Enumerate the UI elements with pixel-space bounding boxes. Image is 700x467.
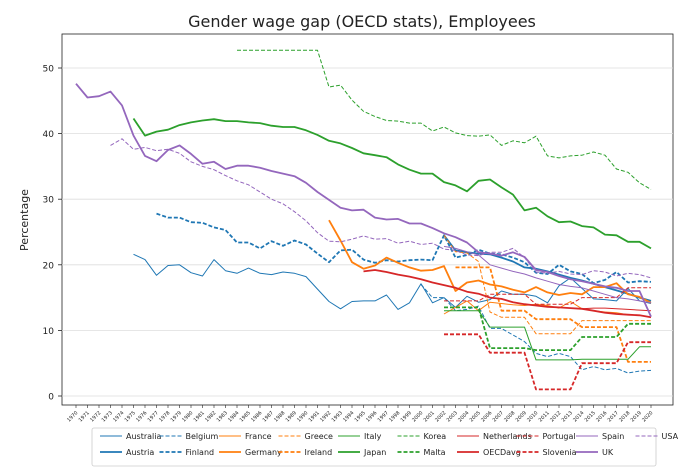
x-tick-label: 1990 bbox=[296, 410, 309, 423]
x-tick-label: 1982 bbox=[204, 410, 217, 423]
legend-label-oecdavg: OECDavg bbox=[483, 448, 521, 457]
legend-label-usa: USA bbox=[662, 432, 679, 441]
y-tick-label: 50 bbox=[43, 65, 55, 75]
series-line-portugal bbox=[444, 287, 651, 305]
series-line-malta bbox=[444, 306, 651, 352]
legend-label-greece: Greece bbox=[305, 432, 334, 441]
legend-label-slovenia: Slovenia bbox=[543, 448, 577, 457]
x-tick-label: 1980 bbox=[181, 410, 194, 423]
series-line-germany bbox=[328, 219, 652, 304]
x-tick-label: 2005 bbox=[469, 410, 482, 423]
x-tick-label: 1981 bbox=[193, 410, 206, 423]
x-tick-label: 1998 bbox=[388, 410, 401, 423]
y-tick-label: 0 bbox=[48, 393, 54, 403]
legend-label-finland: Finland bbox=[186, 448, 215, 457]
legend-label-spain: Spain bbox=[602, 432, 624, 441]
legend-label-austria: Austria bbox=[126, 448, 154, 457]
x-tick-label: 1996 bbox=[365, 410, 378, 423]
x-tick-label: 2010 bbox=[526, 410, 539, 423]
x-tick-label: 1984 bbox=[227, 410, 240, 423]
legend: Australia Austria Belgium Finland France Germ… bbox=[91, 427, 679, 467]
legend-label-italy: Italy bbox=[364, 432, 382, 441]
x-tick-label: 1974 bbox=[112, 410, 125, 423]
chart-title: Gender wage gap (OECD stats), Employees bbox=[188, 12, 536, 31]
series-line-greece bbox=[443, 235, 651, 335]
x-tick-label: 2018 bbox=[618, 410, 631, 423]
x-tick-label: 2002 bbox=[434, 410, 447, 423]
x-tick-label: 1993 bbox=[331, 410, 344, 423]
x-tick-label: 1997 bbox=[377, 410, 390, 423]
x-tick-label: 2009 bbox=[515, 410, 528, 423]
y-tick-label: 20 bbox=[43, 261, 55, 271]
x-tick-label: 1994 bbox=[342, 410, 355, 423]
x-tick-label: 1991 bbox=[308, 410, 321, 423]
series-line-korea bbox=[237, 49, 652, 190]
series-line-australia bbox=[133, 253, 652, 310]
series-line-finland bbox=[156, 212, 652, 285]
legend-label-germany: Germany bbox=[245, 448, 282, 457]
legend-label-france: France bbox=[245, 432, 272, 441]
legend-label-ireland: Ireland bbox=[305, 448, 333, 457]
legend-label-australia: Australia bbox=[126, 432, 161, 441]
y-tick-label: 10 bbox=[43, 327, 55, 337]
y-axis-label: Percentage bbox=[18, 189, 31, 251]
x-tick-label: 1977 bbox=[147, 410, 160, 423]
series-line-uk bbox=[75, 83, 652, 317]
x-tick-label: 1976 bbox=[135, 410, 148, 423]
x-tick-label: 2008 bbox=[503, 410, 516, 423]
y-tick-label: 40 bbox=[43, 130, 55, 140]
x-tick-label: 1999 bbox=[400, 410, 413, 423]
x-tick-label: 2015 bbox=[584, 410, 597, 423]
x-tick-label: 1986 bbox=[250, 410, 263, 423]
x-tick-label: 1973 bbox=[101, 410, 114, 423]
x-tick-label: 1987 bbox=[262, 410, 275, 423]
series-line-japan bbox=[132, 117, 652, 250]
x-tick-label: 1970 bbox=[66, 410, 79, 423]
legend-label-uk: UK bbox=[602, 448, 614, 457]
series-line-spain bbox=[443, 245, 652, 304]
x-tick-label: 1988 bbox=[273, 410, 286, 423]
x-tick-label: 2019 bbox=[630, 410, 643, 423]
legend-label-japan: Japan bbox=[363, 448, 386, 457]
series-line-slovenia bbox=[444, 333, 651, 391]
x-tick-label: 1989 bbox=[285, 410, 298, 423]
x-tick-label: 2000 bbox=[411, 410, 424, 423]
x-tick-label: 1985 bbox=[239, 410, 252, 423]
x-tick-label: 1979 bbox=[170, 410, 183, 423]
plot-area bbox=[61, 33, 674, 406]
series-line-ireland bbox=[455, 266, 651, 363]
x-tick-label: 1995 bbox=[354, 410, 367, 423]
x-tick-label: 2006 bbox=[480, 410, 493, 423]
x-tick-label: 1971 bbox=[78, 410, 91, 423]
x-tick-label: 1978 bbox=[158, 410, 171, 423]
series-line-usa bbox=[110, 138, 652, 279]
x-tick-label: 1983 bbox=[216, 410, 229, 423]
x-tick-label: 1972 bbox=[89, 410, 102, 423]
x-tick-label: 2011 bbox=[538, 410, 551, 423]
legend-label-portugal: Portugal bbox=[543, 432, 576, 441]
x-tick-label: 2001 bbox=[423, 410, 436, 423]
x-tick-label: 2012 bbox=[549, 410, 562, 423]
y-tick-label: 30 bbox=[43, 196, 55, 206]
x-tick-label: 2020 bbox=[641, 410, 654, 423]
x-tick-label: 1992 bbox=[319, 410, 332, 423]
legend-label-belgium: Belgium bbox=[186, 432, 219, 441]
legend-label-malta: Malta bbox=[424, 448, 446, 457]
series-layer bbox=[75, 49, 652, 391]
series-line-oecdavg bbox=[363, 269, 652, 319]
legend-label-netherlands: Netherlands bbox=[483, 432, 532, 441]
x-tick-label: 1975 bbox=[124, 410, 137, 423]
gridlines bbox=[62, 67, 673, 397]
x-tick-label: 2016 bbox=[595, 410, 608, 423]
x-tick-label: 2003 bbox=[446, 410, 459, 423]
x-tick-label: 2014 bbox=[572, 410, 585, 423]
legend-label-korea: Korea bbox=[424, 432, 447, 441]
x-tick-label: 2007 bbox=[492, 410, 505, 423]
x-tick-label: 2017 bbox=[607, 410, 620, 423]
x-tick-label: 2013 bbox=[561, 410, 574, 423]
x-tick-label: 2004 bbox=[457, 410, 470, 423]
legend-box bbox=[91, 427, 657, 467]
